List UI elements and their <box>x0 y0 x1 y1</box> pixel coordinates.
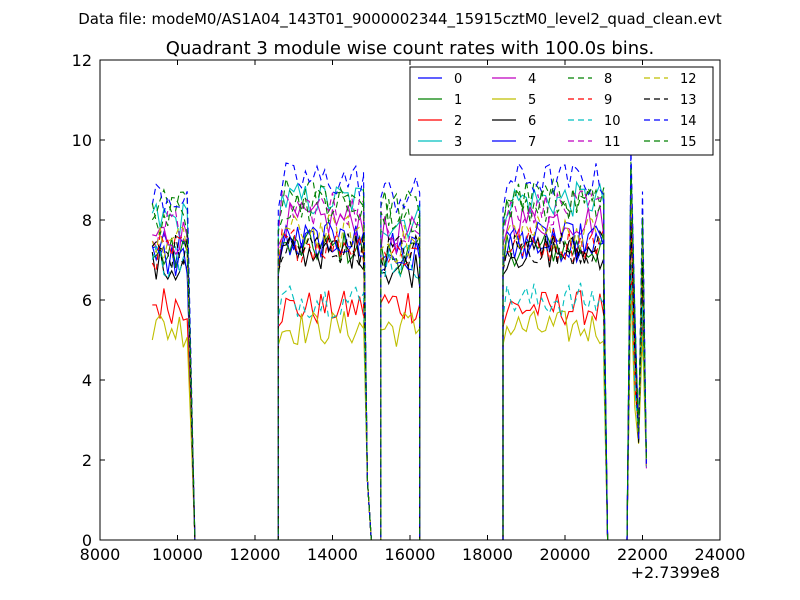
legend-label-6: 6 <box>528 114 536 129</box>
legend-box <box>409 66 714 156</box>
series-line-12 <box>151 191 647 541</box>
legend-label-2: 2 <box>454 114 462 129</box>
legend-label-3: 3 <box>454 135 462 150</box>
series-line-11 <box>151 186 647 541</box>
series-line-5 <box>151 288 647 541</box>
y-tick-label: 2 <box>82 451 92 470</box>
y-tick-label: 10 <box>72 131 92 150</box>
data-file-label: Data file: modeM0/AS1A04_143T01_90000023… <box>78 10 722 29</box>
x-tick-label: 10000 <box>152 545 203 564</box>
legend-label-12: 12 <box>680 72 697 87</box>
series-line-15 <box>151 166 647 541</box>
legend-label-7: 7 <box>528 135 536 150</box>
x-tick-label: 20000 <box>540 545 591 564</box>
x-tick-label: 14000 <box>307 545 358 564</box>
legend-label-10: 10 <box>604 114 621 129</box>
legend-label-8: 8 <box>604 72 612 87</box>
x-axis: 8000 10000 12000 14000 16000 18000 20000 22000 2… <box>80 60 746 564</box>
series-line-8 <box>151 161 647 541</box>
x-tick-label: 12000 <box>230 545 281 564</box>
y-tick-label: 6 <box>82 291 92 310</box>
y-tick-label: 4 <box>82 371 92 390</box>
legend-label-1: 1 <box>454 93 462 108</box>
legend-label-5: 5 <box>528 93 536 108</box>
series-line-14 <box>151 147 647 541</box>
x-tick-label: 22000 <box>617 545 668 564</box>
legend-label-11: 11 <box>604 135 621 150</box>
legend-label-0: 0 <box>454 72 462 87</box>
x-tick-label: 24000 <box>695 545 746 564</box>
x-tick-label: 18000 <box>462 545 513 564</box>
legend-label-13: 13 <box>680 93 697 108</box>
x-offset-label: +2.7399e8 <box>631 563 720 582</box>
legend-label-9: 9 <box>604 93 612 108</box>
series-line-0 <box>151 203 647 541</box>
legend-label-15: 15 <box>680 135 697 150</box>
series-line-10 <box>151 242 647 541</box>
legend-label-4: 4 <box>528 72 536 87</box>
x-tick-label: 16000 <box>385 545 436 564</box>
legend-label-14: 14 <box>680 114 697 129</box>
y-tick-label: 8 <box>82 211 92 230</box>
series-line-13 <box>151 221 647 541</box>
chart-title: Quadrant 3 module wise count rates with … <box>166 38 655 59</box>
y-tick-label: 0 <box>82 531 92 550</box>
series-line-3 <box>151 168 647 541</box>
x-tick-label: 8000 <box>80 545 121 564</box>
y-tick-label: 12 <box>72 51 92 70</box>
series-lines <box>151 147 647 541</box>
series-line-9 <box>151 221 647 541</box>
